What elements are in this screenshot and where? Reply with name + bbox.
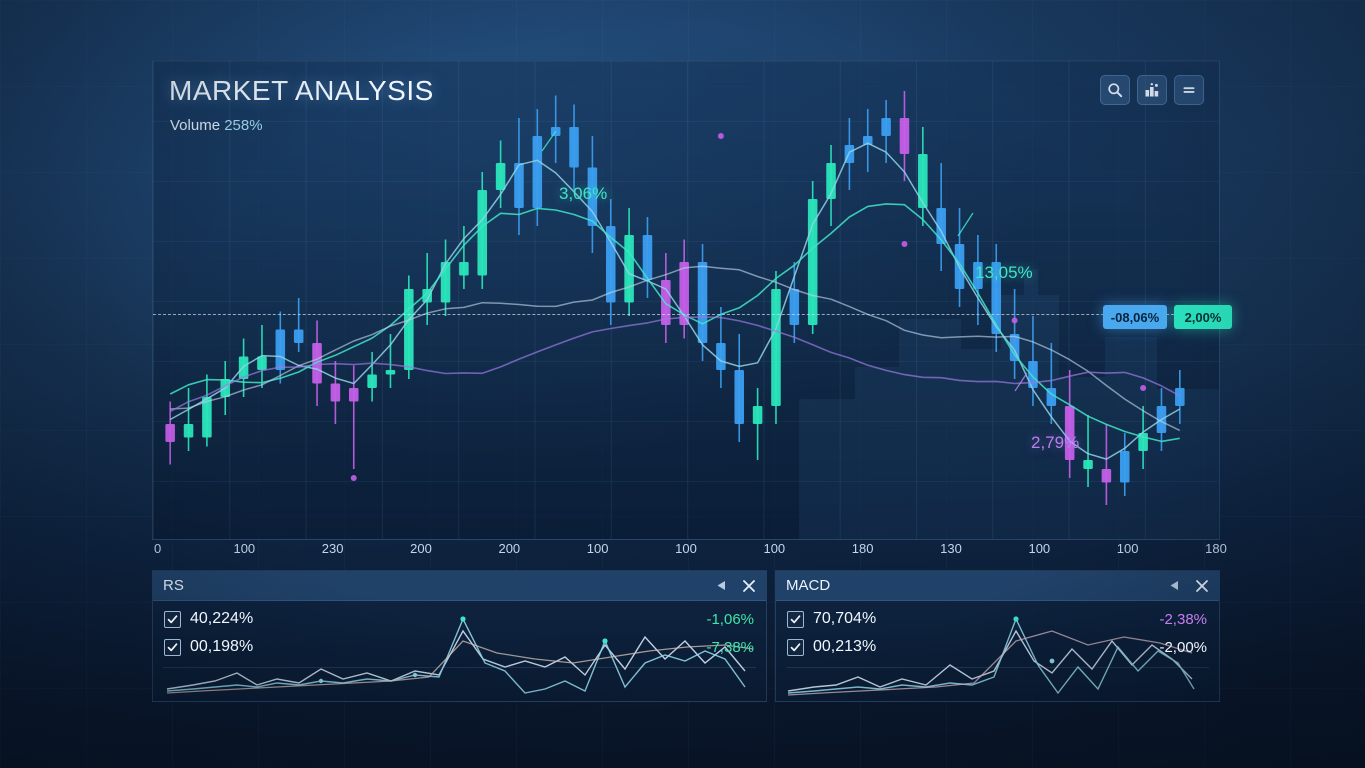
x-axis-tick: 100 bbox=[233, 541, 256, 556]
indicator-header-macd: MACD bbox=[776, 571, 1219, 601]
volume-label: Volume 258% bbox=[170, 117, 263, 134]
x-axis-tick: 0 bbox=[154, 541, 162, 556]
y-axis-tick: 10,00 bbox=[1219, 67, 1220, 83]
menu-icon bbox=[1183, 87, 1195, 93]
crosshair-line bbox=[153, 314, 1219, 315]
collapse-arrow-icon[interactable] bbox=[715, 579, 728, 592]
x-axis-tick: 180 bbox=[1205, 541, 1227, 556]
y-axis: 10,00 10,00 10,00 10,00 10,00 10,00 10,00 10,00… bbox=[1219, 61, 1220, 540]
indicator-body-rsi: 40,224% -1,06% 00,198% -7,38% bbox=[153, 601, 766, 701]
indicator-delta: -2,38% bbox=[1159, 611, 1207, 628]
annotation-2: 2,79% bbox=[1031, 433, 1080, 452]
indicator-row[interactable]: 40,224% bbox=[164, 610, 253, 628]
indicator-divider-rsi bbox=[163, 667, 756, 668]
indicator-delta: -7,38% bbox=[706, 639, 754, 656]
menu-button[interactable] bbox=[1174, 75, 1204, 105]
indicator-row[interactable]: 00,213% bbox=[787, 638, 876, 656]
indicator-delta: -2,00% bbox=[1159, 639, 1207, 656]
x-axis-tick: 230 bbox=[321, 541, 344, 556]
main-chart-panel: MARKET ANALYSIS Volume 258% bbox=[152, 60, 1220, 540]
y-axis-tick: 10,00 bbox=[1219, 468, 1220, 484]
x-axis: 0 100 230 200 200 100 100 100 180 130 100 100 180 bbox=[152, 541, 1227, 563]
x-axis-tick: 100 bbox=[1116, 541, 1139, 556]
x-axis-tick: 100 bbox=[586, 541, 609, 556]
indicator-row[interactable]: 00,198% bbox=[164, 638, 253, 656]
indicator-body-macd: 70,704% -2,38% 00,213% -2,00% bbox=[776, 601, 1219, 701]
x-axis-tick: 100 bbox=[763, 541, 786, 556]
checkbox-macd-1[interactable] bbox=[787, 638, 804, 656]
indicator-controls-macd bbox=[1168, 579, 1209, 593]
checkbox-rsi-0[interactable] bbox=[164, 610, 181, 628]
indicator-divider-macd bbox=[786, 667, 1209, 668]
indicator-value: 70,704% bbox=[813, 610, 877, 627]
y-axis-tick: 10,00 bbox=[1219, 335, 1220, 351]
page-title: MARKET ANALYSIS bbox=[169, 75, 434, 106]
check-icon bbox=[790, 614, 801, 623]
annotation-1: 13,05% bbox=[975, 263, 1033, 282]
checkbox-macd-0[interactable] bbox=[787, 610, 804, 628]
x-axis-tick: 180 bbox=[851, 541, 874, 556]
indicator-title-rsi: RS bbox=[163, 577, 184, 594]
price-badge-teal: 2,00% bbox=[1174, 305, 1232, 329]
x-axis-tick: 130 bbox=[940, 541, 962, 556]
y-axis-tick: 10,00 bbox=[1219, 379, 1220, 395]
indicator-delta: -1,06% bbox=[706, 611, 754, 628]
indicator-row[interactable]: 70,704% bbox=[787, 610, 876, 628]
indicator-header-rsi: RS bbox=[153, 571, 766, 601]
close-icon[interactable] bbox=[1195, 579, 1209, 593]
volume-text: Volume bbox=[170, 117, 221, 134]
y-axis-tick: 10,00 bbox=[1219, 201, 1220, 217]
search-button[interactable] bbox=[1100, 75, 1130, 105]
indicator-title-macd: MACD bbox=[786, 577, 831, 594]
close-icon[interactable] bbox=[742, 579, 756, 593]
price-badge-blue: -08,06% bbox=[1103, 305, 1167, 329]
search-icon bbox=[1108, 83, 1123, 98]
y-axis-tick: 10,00 bbox=[1219, 156, 1220, 172]
check-icon bbox=[167, 642, 178, 651]
x-axis-tick: 200 bbox=[410, 541, 432, 556]
y-axis-tick: 10,00 bbox=[1219, 245, 1220, 261]
x-axis-tick: 100 bbox=[675, 541, 697, 556]
indicator-controls-rsi bbox=[715, 579, 756, 593]
indicator-value: 40,224% bbox=[190, 610, 254, 627]
volume-value: 258% bbox=[224, 117, 263, 134]
chart-type-button[interactable] bbox=[1137, 75, 1167, 105]
y-axis-tick: 0 bbox=[1219, 513, 1220, 529]
checkbox-rsi-1[interactable] bbox=[164, 638, 181, 656]
indicator-panel-macd: MACD 70,704% -2 bbox=[775, 570, 1220, 702]
annotation-0: 3,06% bbox=[559, 184, 608, 203]
x-axis-tick: 100 bbox=[1028, 541, 1051, 556]
x-axis-tick: 200 bbox=[498, 541, 521, 556]
indicator-value: 00,198% bbox=[190, 638, 254, 655]
y-axis-tick: 10,00 bbox=[1219, 290, 1220, 306]
y-axis-tick: 10,00 bbox=[1219, 424, 1220, 440]
indicator-value: 00,213% bbox=[813, 638, 877, 655]
indicator-panel-rsi: RS 40,224% bbox=[152, 570, 767, 702]
check-icon bbox=[790, 642, 801, 651]
y-axis-tick: 10,00 bbox=[1219, 112, 1220, 128]
chart-toolbar bbox=[1100, 75, 1204, 105]
bar-chart-icon bbox=[1145, 83, 1159, 97]
candlestick-series bbox=[165, 91, 1185, 505]
collapse-arrow-icon[interactable] bbox=[1168, 579, 1181, 592]
check-icon bbox=[167, 614, 178, 623]
